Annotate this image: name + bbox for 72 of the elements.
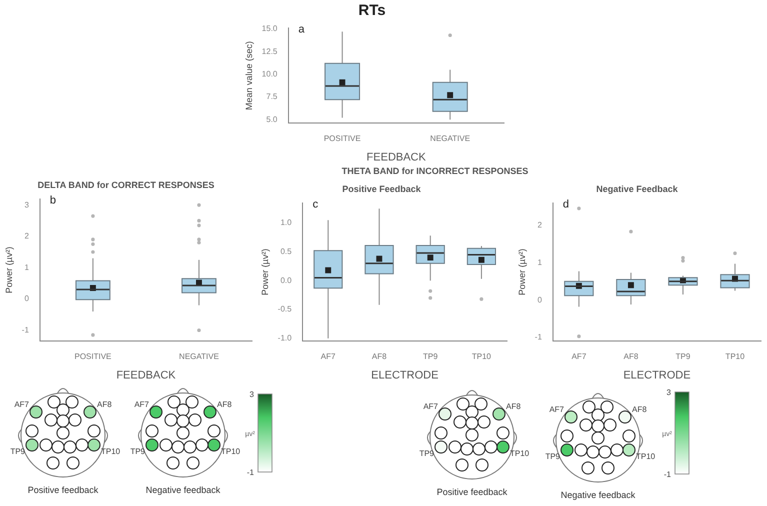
y-tick-label: 12.5 xyxy=(262,46,278,56)
y-tick-label: 5.0 xyxy=(266,114,278,124)
text: Negative feedback xyxy=(146,485,221,495)
category-label: AF8 xyxy=(217,400,232,409)
y-tick-label: -1 xyxy=(534,332,542,342)
y-axis-title: Power (µv²) xyxy=(260,248,270,296)
y-tick-label: 1 xyxy=(24,262,30,272)
y-tick-label: 7.5 xyxy=(266,92,278,102)
category-label: AF7 xyxy=(14,400,30,409)
y-axis-title: Power (µv²) xyxy=(516,248,527,296)
y-tick-label: 3 xyxy=(24,200,30,210)
x-axis-title: ELECTRODE xyxy=(623,369,691,382)
x-tick-label: AF7 xyxy=(320,352,336,362)
y-tick-label: 2 xyxy=(537,220,542,230)
text: 3 xyxy=(250,390,255,399)
x-axis-title: ELECTRODE xyxy=(371,369,438,382)
x-tick-label: POSITIVE xyxy=(324,134,361,144)
category-label: AF8 xyxy=(632,405,647,414)
text: -1 xyxy=(246,468,255,477)
y-tick-label: 1 xyxy=(537,258,542,267)
y-tick-label: -0.5 xyxy=(278,304,292,314)
category-label: TP10 xyxy=(636,452,656,461)
category-label: AF7 xyxy=(423,402,439,411)
y-tick-label: -1.0 xyxy=(278,334,292,343)
text: Positive feedback xyxy=(28,485,99,495)
chart-title: Positive Feedback xyxy=(342,184,422,194)
x-tick-label: AF7 xyxy=(572,352,587,362)
x-tick-label: AF8 xyxy=(624,352,639,362)
y-tick-label: 1.0 xyxy=(280,218,292,228)
chart-title: RTs xyxy=(358,2,386,20)
x-tick-label: TP9 xyxy=(423,352,438,362)
chart-title: Negative Feedback xyxy=(596,184,679,194)
y-tick-label: 0 xyxy=(537,295,542,304)
x-tick-label: TP9 xyxy=(676,352,691,362)
category-label: TP10 xyxy=(101,447,121,456)
text: Negative feedback xyxy=(560,490,636,500)
text: THETA BAND for INCORRECT RESPONSES xyxy=(342,166,528,176)
category-label: TP9 xyxy=(545,452,560,461)
category-label: TP9 xyxy=(130,447,145,456)
category-label: AF8 xyxy=(506,402,522,411)
x-tick-label: TP10 xyxy=(472,352,492,362)
category-label: TP9 xyxy=(419,449,435,458)
annotation: b xyxy=(50,194,56,206)
y-tick-label: -1 xyxy=(22,325,30,334)
text: 3 xyxy=(666,388,672,397)
y-tick-label: 0.5 xyxy=(280,247,292,256)
x-tick-label: TP10 xyxy=(725,352,746,362)
y-axis-title: Mean value (sec) xyxy=(244,41,254,110)
annotation: c xyxy=(312,198,319,210)
category-label: TP10 xyxy=(510,449,530,458)
x-tick-label: NEGATIVE xyxy=(179,352,219,362)
chart-title: DELTA BAND for CORRECT RESPONSES xyxy=(38,180,214,190)
category-label: AF7 xyxy=(549,405,564,414)
category-label: TP10 xyxy=(221,447,240,456)
y-tick-label: 15.0 xyxy=(262,24,278,34)
x-tick-label: POSITIVE xyxy=(74,352,112,362)
x-tick-label: NEGATIVE xyxy=(430,134,470,144)
x-tick-label: AF8 xyxy=(372,352,388,362)
category-label: TP9 xyxy=(10,447,26,456)
y-tick-label: 0 xyxy=(24,294,30,304)
text: -1 xyxy=(664,470,672,479)
annotation: a xyxy=(298,24,306,36)
text: Positive feedback xyxy=(436,487,508,497)
category-label: AF7 xyxy=(134,400,149,409)
x-axis-title: FEEDBACK xyxy=(366,151,426,164)
y-axis-title: Power (µv²) xyxy=(4,246,14,294)
y-tick-label: 0.0 xyxy=(280,276,292,285)
y-tick-label: 10.0 xyxy=(262,69,278,78)
category-label: AF8 xyxy=(97,400,112,409)
x-axis-title: FEEDBACK xyxy=(116,369,176,382)
annotation: d xyxy=(562,198,570,210)
y-tick-label: 2 xyxy=(24,232,30,241)
